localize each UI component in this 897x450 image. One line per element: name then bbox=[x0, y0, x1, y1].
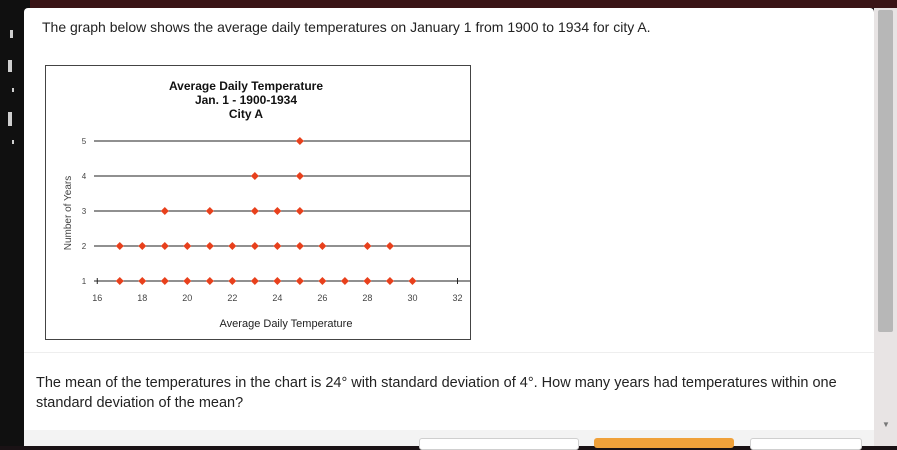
bottom-button-bar bbox=[24, 430, 874, 450]
data-point bbox=[385, 277, 394, 285]
answer-input-box[interactable] bbox=[419, 438, 579, 450]
x-tick-label: 26 bbox=[317, 293, 327, 303]
chart-title-line: Average Daily Temperature bbox=[169, 79, 323, 93]
data-point bbox=[160, 277, 169, 285]
data-point bbox=[295, 207, 304, 215]
data-point bbox=[183, 277, 192, 285]
data-point bbox=[363, 277, 372, 285]
data-point bbox=[205, 207, 214, 215]
data-point bbox=[408, 277, 417, 285]
y-axis-label: Number of Years bbox=[63, 176, 74, 251]
answer-prompt: The mean of the temperatures in the char… bbox=[36, 375, 837, 411]
edge-glyph bbox=[12, 140, 14, 144]
edge-glyph bbox=[10, 30, 13, 38]
x-tick-label: 20 bbox=[182, 293, 192, 303]
x-tick-label: 16 bbox=[92, 293, 102, 303]
data-point bbox=[273, 277, 282, 285]
window-top-strip bbox=[0, 0, 897, 8]
scrollbar-thumb[interactable] bbox=[878, 10, 893, 332]
x-tick-label: 30 bbox=[407, 293, 417, 303]
data-point bbox=[205, 277, 214, 285]
data-point bbox=[160, 242, 169, 250]
data-point bbox=[160, 207, 169, 215]
data-point bbox=[250, 207, 259, 215]
edge-glyph bbox=[8, 60, 12, 72]
data-point bbox=[273, 207, 282, 215]
y-tick-label: 5 bbox=[82, 137, 87, 146]
edge-glyph bbox=[8, 112, 12, 126]
submit-button[interactable] bbox=[594, 438, 734, 448]
x-axis-label: Average Daily Temperature bbox=[220, 318, 353, 330]
y-tick-label: 3 bbox=[82, 207, 87, 216]
data-point bbox=[295, 242, 304, 250]
data-point bbox=[228, 277, 237, 285]
data-point bbox=[318, 242, 327, 250]
chart-frame: Average Daily Temperature Jan. 1 - 1900-1… bbox=[45, 65, 471, 340]
data-point bbox=[183, 242, 192, 250]
secondary-button[interactable] bbox=[750, 438, 862, 450]
data-point bbox=[385, 242, 394, 250]
data-point bbox=[250, 242, 259, 250]
data-point bbox=[228, 242, 237, 250]
vertical-scrollbar[interactable]: ▼ bbox=[874, 8, 897, 446]
data-point bbox=[115, 277, 124, 285]
question-text: The graph below shows the average daily … bbox=[42, 19, 651, 35]
y-tick-label: 4 bbox=[82, 172, 87, 181]
data-point bbox=[138, 277, 147, 285]
data-point bbox=[318, 277, 327, 285]
data-point bbox=[295, 137, 304, 145]
data-point bbox=[273, 242, 282, 250]
data-point bbox=[295, 277, 304, 285]
scroll-down-arrow-icon[interactable]: ▼ bbox=[882, 420, 890, 429]
x-tick-label: 22 bbox=[227, 293, 237, 303]
data-point bbox=[363, 242, 372, 250]
data-point bbox=[250, 277, 259, 285]
section-divider bbox=[24, 352, 874, 353]
x-tick-label: 18 bbox=[137, 293, 147, 303]
x-tick-label: 24 bbox=[272, 293, 282, 303]
data-point bbox=[115, 242, 124, 250]
data-point bbox=[205, 242, 214, 250]
data-point bbox=[138, 242, 147, 250]
edge-glyph bbox=[12, 88, 14, 92]
chart-title-line: City A bbox=[229, 107, 264, 121]
data-point bbox=[250, 172, 259, 180]
data-point bbox=[340, 277, 349, 285]
x-tick-label: 32 bbox=[452, 293, 462, 303]
y-tick-label: 1 bbox=[82, 277, 87, 286]
data-point bbox=[295, 172, 304, 180]
y-tick-label: 2 bbox=[82, 242, 87, 251]
chart-title-line: Jan. 1 - 1900-1934 bbox=[195, 93, 297, 107]
x-tick-label: 28 bbox=[362, 293, 372, 303]
